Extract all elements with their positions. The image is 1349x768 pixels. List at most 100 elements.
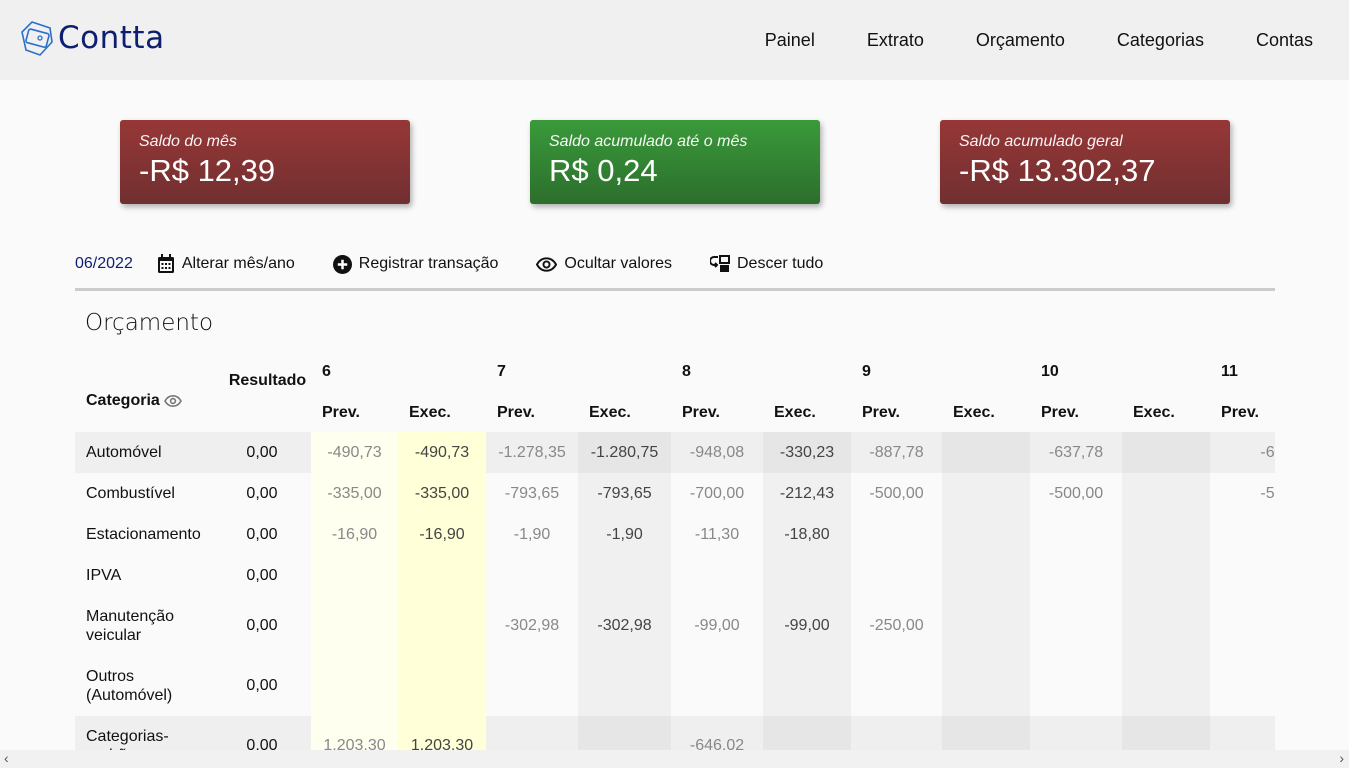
prev-value[interactable] [671,555,763,596]
prev-value[interactable]: -16,90 [311,514,398,555]
exec-value[interactable] [398,596,486,656]
prev-value[interactable]: -500,00 [1048,484,1104,502]
exec-value[interactable] [1122,596,1211,656]
row-category[interactable]: Estacionamento [86,526,201,543]
prev-value[interactable]: -500,00 [869,484,924,502]
hide-values-button[interactable]: Ocultar valores [536,255,672,273]
exec-value[interactable]: 1.203,30 [398,716,486,750]
prev-value[interactable] [1210,596,1275,656]
prev-value[interactable]: -99,00 [694,617,740,634]
exec-value[interactable]: -18,80 [763,514,851,555]
prev-value[interactable] [1210,716,1275,750]
nav-extrato[interactable]: Extrato [866,30,924,50]
scroll-left-icon[interactable]: ‹ [4,750,9,766]
register-transaction-button[interactable]: Registrar transação [332,254,498,274]
prev-value[interactable] [851,656,942,716]
prev-value[interactable] [851,716,942,750]
exec-value[interactable] [942,716,1030,750]
exec-value[interactable] [1122,514,1211,555]
prev-value[interactable]: -250,00 [869,617,924,634]
prev-value[interactable]: -302,98 [504,617,560,634]
exec-value[interactable] [763,555,851,596]
nav-contas[interactable]: Contas [1255,30,1313,50]
row-category[interactable]: Combustível [86,485,175,502]
exec-value[interactable] [942,555,1030,596]
prev-value[interactable]: -887,78 [851,432,942,473]
prev-value[interactable]: -700,00 [689,484,745,502]
prev-value[interactable]: -500,00 [1260,484,1275,502]
change-month-button[interactable]: Alterar mês/ano [157,254,295,274]
prev-value[interactable]: -335,00 [311,473,398,514]
exec-value[interactable] [1122,432,1211,473]
exec-value[interactable]: -99,00 [763,596,851,656]
prev-value[interactable] [311,596,398,656]
exec-value[interactable]: -1.280,75 [578,432,671,473]
expand-all-button[interactable]: Descer tudo [710,255,823,273]
exec-value[interactable] [763,716,851,750]
prev-value[interactable]: -637,78 [1030,432,1122,473]
table-row[interactable]: Automóvel 0,00 -490,73 -490,73 -1.278,35 -1.2… [75,432,1275,473]
exec-value[interactable] [578,555,671,596]
exec-value[interactable] [1122,555,1211,596]
prev-value[interactable]: -646,02 [671,716,763,750]
row-category[interactable]: Manutenção veicular [86,608,175,644]
prev-value[interactable] [851,514,942,555]
exec-value[interactable] [1122,656,1211,716]
prev-value[interactable]: -637,78 [1210,432,1275,473]
prev-value[interactable] [1030,716,1122,750]
scroll-right-icon[interactable]: › [1339,750,1344,766]
table-row[interactable]: IPVA 0,00 [75,555,1275,596]
row-category[interactable]: Automóvel [75,432,213,473]
table-row[interactable]: Estacionamento 0,00 -16,90 -16,90 -1,90 -1,90… [75,514,1275,555]
exec-value[interactable]: -793,65 [578,473,671,514]
logo[interactable]: Contta [20,20,165,56]
prev-value[interactable] [671,656,763,716]
table-row[interactable]: Manutenção veicular 0,00 -302,98 -302,98 -99… [75,596,1275,656]
prev-value[interactable] [486,716,578,750]
exec-value[interactable] [1122,473,1211,514]
eye-icon[interactable] [164,394,183,407]
exec-value[interactable] [942,473,1030,514]
prev-value[interactable] [486,555,578,596]
prev-value[interactable]: -1.278,35 [486,432,578,473]
prev-value[interactable] [311,555,398,596]
exec-value[interactable]: -335,00 [398,473,486,514]
row-category[interactable]: Outros (Automóvel) [86,668,173,704]
col-category[interactable]: Categoria [75,350,213,432]
prev-value[interactable] [1030,555,1122,596]
prev-value[interactable] [1030,656,1122,716]
prev-value[interactable]: -490,73 [311,432,398,473]
exec-value[interactable]: -16,90 [398,514,486,555]
prev-value[interactable] [1030,596,1122,656]
row-category[interactable]: IPVA [86,567,122,584]
exec-value[interactable] [942,596,1030,656]
exec-value[interactable] [942,514,1030,555]
table-row[interactable]: Outros (Automóvel) 0,00 [75,656,1275,716]
prev-value[interactable] [1210,514,1275,555]
nav-categorias[interactable]: Categorias [1116,30,1204,50]
row-category[interactable]: Categorias-padrão [75,716,213,750]
exec-value[interactable]: -212,43 [763,473,851,514]
exec-value[interactable] [1122,716,1211,750]
exec-value[interactable]: -330,23 [763,432,851,473]
exec-value[interactable] [578,716,671,750]
prev-value[interactable]: -793,65 [504,484,560,502]
prev-value[interactable]: -1,90 [513,525,551,543]
prev-value[interactable] [1210,656,1275,716]
exec-value[interactable]: -1,90 [578,514,671,555]
prev-value[interactable]: 1.203,30 [311,716,398,750]
exec-value[interactable] [578,656,671,716]
exec-value[interactable]: -302,98 [578,596,671,656]
prev-value[interactable]: -11,30 [694,525,740,543]
exec-value[interactable] [763,656,851,716]
prev-value[interactable] [311,656,398,716]
exec-value[interactable] [398,555,486,596]
exec-value[interactable]: -490,73 [398,432,486,473]
table-row[interactable]: Combustível 0,00 -335,00 -335,00 -793,65 -793… [75,473,1275,514]
nav-painel[interactable]: Painel [764,30,815,50]
table-row[interactable]: Categorias-padrão0,001.203,301.203,30-64… [75,716,1275,750]
prev-value[interactable]: -948,08 [671,432,763,473]
prev-value[interactable] [1210,555,1275,596]
prev-value[interactable] [486,656,578,716]
exec-value[interactable] [398,656,486,716]
